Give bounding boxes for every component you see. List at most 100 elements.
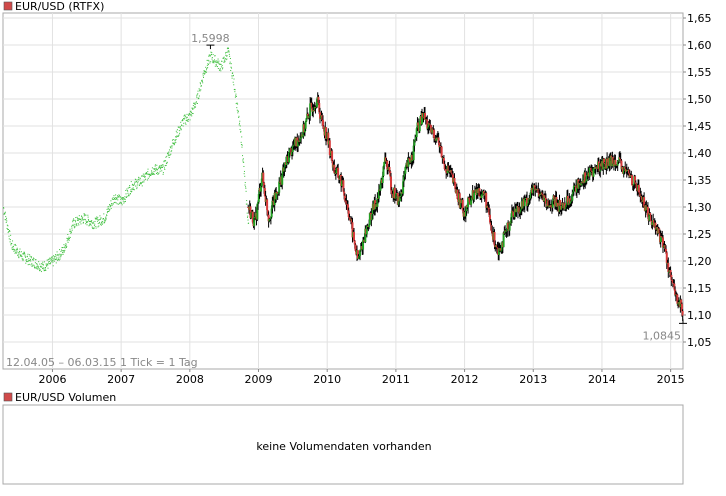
candle-body [640, 196, 643, 200]
line-point [46, 265, 48, 267]
line-point [214, 55, 216, 57]
line-point [197, 98, 199, 100]
line-point [160, 168, 162, 170]
line-point [165, 162, 167, 164]
candle-body [450, 169, 453, 173]
candle-body [435, 137, 438, 141]
candle-body [403, 173, 406, 177]
line-point [139, 183, 141, 185]
line-point [189, 113, 191, 115]
candle-body [281, 174, 284, 185]
price-legend-label: EUR/USD (RTFX) [15, 0, 104, 13]
line-point [109, 204, 111, 206]
candle-body [519, 211, 522, 214]
candle-body [404, 167, 407, 174]
line-point [88, 219, 90, 221]
line-point [238, 116, 240, 118]
line-point [11, 242, 13, 244]
line-point [139, 184, 140, 186]
line-point [61, 253, 63, 255]
line-point [185, 123, 187, 125]
line-point [198, 95, 200, 97]
line-point [112, 203, 114, 205]
line-point [220, 63, 222, 65]
line-point [46, 263, 48, 265]
line-point [107, 210, 109, 212]
line-point [200, 85, 202, 87]
line-point [19, 251, 21, 253]
line-point [79, 218, 81, 220]
line-point [30, 264, 32, 266]
line-point [225, 51, 227, 53]
line-point [244, 184, 246, 186]
candle-body [464, 211, 467, 217]
line-point [200, 85, 202, 87]
line-point [59, 254, 61, 256]
line-point [111, 204, 113, 206]
line-point [60, 250, 62, 252]
line-point [162, 164, 164, 166]
line-point [113, 195, 115, 197]
line-point [186, 116, 188, 118]
line-point [124, 196, 126, 198]
line-point [52, 265, 54, 267]
line-point [81, 215, 83, 217]
line-point [28, 263, 30, 265]
line-point [99, 222, 101, 224]
line-point [119, 202, 121, 204]
line-point [71, 229, 73, 231]
line-point [153, 169, 155, 171]
line-point [19, 248, 21, 250]
line-point [206, 69, 208, 71]
candle-body [637, 184, 640, 193]
line-point [131, 188, 133, 190]
line-point [48, 263, 50, 265]
line-point [134, 183, 136, 185]
line-point [152, 172, 154, 174]
line-point [90, 224, 92, 226]
line-point [73, 219, 75, 221]
line-point [173, 143, 175, 145]
line-point [209, 54, 211, 56]
line-point [198, 97, 200, 99]
line-point [146, 179, 148, 181]
y-tick-label: 1,25 [687, 228, 712, 241]
line-point [4, 213, 6, 215]
line-point [64, 247, 66, 249]
line-point [202, 73, 204, 75]
line-point [223, 61, 225, 63]
candle-body [318, 112, 321, 119]
line-point [195, 101, 197, 103]
line-point [81, 218, 83, 220]
candle-body [580, 182, 583, 186]
line-point [236, 107, 238, 109]
line-point [124, 200, 126, 202]
candle-body [588, 167, 591, 177]
line-point [92, 228, 94, 230]
line-point [176, 129, 178, 131]
line-point [203, 70, 205, 72]
candle-body [384, 157, 387, 162]
candle-body [427, 127, 430, 129]
line-point [163, 161, 165, 163]
candle-body [346, 203, 349, 205]
line-point [205, 71, 207, 73]
line-point [97, 226, 99, 228]
candle-body [331, 160, 334, 168]
line-point [194, 103, 196, 105]
line-point [102, 218, 104, 220]
line-point [23, 252, 25, 254]
candle-body [481, 194, 484, 196]
line-point [67, 238, 69, 240]
candle-body [303, 124, 306, 133]
candle-body [551, 201, 554, 208]
line-point [168, 151, 170, 153]
line-point [103, 219, 105, 221]
line-point [84, 219, 86, 221]
candle-body [269, 218, 272, 220]
candle-body [358, 256, 361, 258]
line-point [174, 136, 176, 138]
line-point [70, 230, 72, 232]
candle-body [672, 283, 675, 285]
candle-body [619, 159, 622, 161]
